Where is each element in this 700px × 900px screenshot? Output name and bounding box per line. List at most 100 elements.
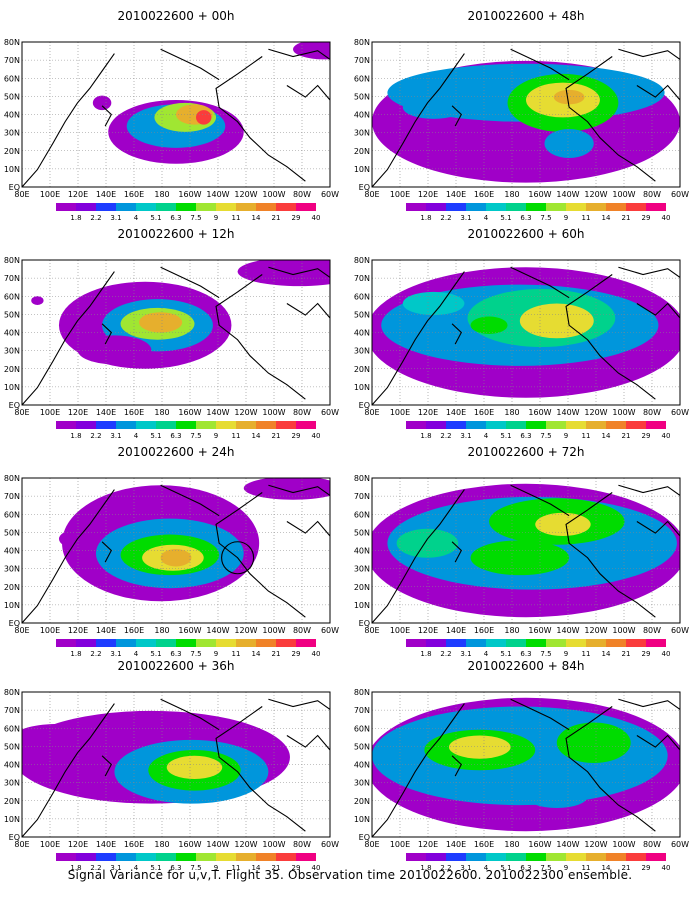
colorbar-swatch bbox=[526, 853, 546, 861]
lat-label: 20N bbox=[4, 365, 20, 374]
panel-title: 2010022600 + 12h bbox=[118, 227, 235, 241]
coastlines bbox=[22, 698, 330, 837]
colorbar-label: 21 bbox=[272, 864, 281, 872]
colorbar-label: 1.8 bbox=[70, 214, 81, 222]
colorbar-swatch bbox=[426, 421, 446, 429]
colorbar-swatch bbox=[256, 421, 276, 429]
colorbar-label: 21 bbox=[622, 864, 631, 872]
coastline bbox=[510, 266, 570, 299]
colorbar-label: 3.1 bbox=[110, 864, 121, 872]
colorbar-swatch bbox=[486, 421, 506, 429]
colorbar-label: 5.1 bbox=[500, 650, 511, 658]
lon-label: 140W bbox=[556, 840, 579, 849]
colorbar-swatch bbox=[276, 421, 296, 429]
colorbar-label: 9 bbox=[564, 650, 568, 658]
colorbar-swatch bbox=[446, 203, 466, 211]
panel-title: 2010022600 + 24h bbox=[118, 445, 235, 459]
lat-label: 70N bbox=[354, 706, 370, 715]
lat-label: 60N bbox=[4, 510, 20, 519]
colorbar-swatch bbox=[236, 203, 256, 211]
colorbar-label: 40 bbox=[662, 432, 671, 440]
coastline bbox=[636, 734, 680, 751]
lon-label: 160W bbox=[528, 190, 551, 199]
colorbar-label: 14 bbox=[602, 432, 611, 440]
colorbar-label: 21 bbox=[622, 432, 631, 440]
lat-label: 30N bbox=[354, 347, 370, 356]
colorbar-label: 6.3 bbox=[170, 650, 181, 658]
colorbar: 1.8 2.2 3.1 4 5.1 6.3 7.5 9 11 14 21 29 40 bbox=[56, 853, 320, 872]
lon-label: 140W bbox=[556, 408, 579, 417]
coastline bbox=[101, 105, 113, 127]
coastline bbox=[268, 48, 330, 60]
colorbar-swatch bbox=[526, 421, 546, 429]
colorbar-label: 29 bbox=[292, 214, 301, 222]
field-contour bbox=[196, 110, 212, 125]
field-contour bbox=[470, 540, 570, 576]
colorbar-swatch bbox=[56, 203, 76, 211]
colorbar-label: 3.1 bbox=[460, 864, 471, 872]
lon-label: 80E bbox=[14, 626, 29, 635]
colorbar-swatch bbox=[406, 203, 426, 211]
colorbar-swatch bbox=[466, 421, 486, 429]
map-frame bbox=[371, 41, 681, 188]
colorbar-swatch bbox=[236, 421, 256, 429]
colorbar-label: 3.1 bbox=[460, 650, 471, 658]
lon-label: 80E bbox=[364, 626, 379, 635]
colorbar-label: 40 bbox=[662, 650, 671, 658]
colorbar-swatch bbox=[236, 639, 256, 647]
colorbar-label: 14 bbox=[252, 214, 261, 222]
colorbar-swatch bbox=[196, 853, 216, 861]
lon-label: 160W bbox=[178, 408, 201, 417]
lat-label: EQ bbox=[359, 401, 370, 410]
lat-label: 10N bbox=[4, 815, 20, 824]
lat-label: EQ bbox=[9, 401, 20, 410]
colorbar-label: 7.5 bbox=[540, 650, 551, 658]
colorbar-label: 2.2 bbox=[440, 432, 451, 440]
field-contour bbox=[293, 42, 330, 60]
lat-label: 60N bbox=[4, 74, 20, 83]
field-contour bbox=[526, 784, 588, 809]
colorbar-label: 40 bbox=[662, 864, 671, 872]
colorbar-swatch bbox=[296, 203, 316, 211]
colorbar-swatch bbox=[506, 639, 526, 647]
colorbar-label: 9 bbox=[564, 864, 568, 872]
colorbar-swatch bbox=[646, 203, 666, 211]
colorbar-swatch bbox=[176, 203, 196, 211]
panel-p00: 2010022600 + 00h 80N 70N 60N 50N 40N 30N 20N 10N… bbox=[4, 9, 339, 222]
lat-label: 30N bbox=[4, 565, 20, 574]
colorbar: 1.8 2.2 3.1 4 5.1 6.3 7.5 9 11 14 21 29 40 bbox=[406, 203, 670, 222]
coastline bbox=[618, 484, 680, 496]
lat-label: 80N bbox=[354, 474, 370, 483]
lat-label: 60N bbox=[354, 292, 370, 301]
colorbar: 1.8 2.2 3.1 4 5.1 6.3 7.5 9 11 14 21 29 40 bbox=[56, 203, 320, 222]
colorbar-swatch bbox=[466, 639, 486, 647]
field-contour bbox=[243, 478, 330, 500]
lon-label: 160E bbox=[124, 840, 144, 849]
colorbar-label: 2.2 bbox=[440, 214, 451, 222]
colorbar-label: 1.8 bbox=[420, 214, 431, 222]
colorbar: 1.8 2.2 3.1 4 5.1 6.3 7.5 9 11 14 21 29 40 bbox=[406, 853, 670, 872]
coastline bbox=[160, 484, 220, 517]
colorbar-label: 5.1 bbox=[500, 864, 511, 872]
coastline bbox=[215, 274, 306, 400]
colorbar-swatch bbox=[506, 421, 526, 429]
map-frame bbox=[21, 691, 331, 838]
colorbar-swatch bbox=[96, 639, 116, 647]
lon-label: 140E bbox=[446, 840, 466, 849]
coastline bbox=[101, 755, 113, 777]
lon-label: 60W bbox=[321, 840, 339, 849]
colorbar-label: 14 bbox=[602, 650, 611, 658]
colorbar-swatch bbox=[296, 421, 316, 429]
lon-label: 140W bbox=[556, 626, 579, 635]
lon-label: 80E bbox=[364, 408, 379, 417]
colorbar-swatch bbox=[296, 639, 316, 647]
coastline bbox=[268, 266, 330, 278]
colorbar-swatch bbox=[56, 421, 76, 429]
lon-label: 140E bbox=[96, 190, 116, 199]
colorbar-label: 21 bbox=[272, 432, 281, 440]
colorbar-swatch bbox=[526, 203, 546, 211]
colorbar-swatch bbox=[646, 853, 666, 861]
lat-label: 10N bbox=[354, 165, 370, 174]
lat-label: 80N bbox=[4, 256, 20, 265]
lat-label: 10N bbox=[354, 815, 370, 824]
